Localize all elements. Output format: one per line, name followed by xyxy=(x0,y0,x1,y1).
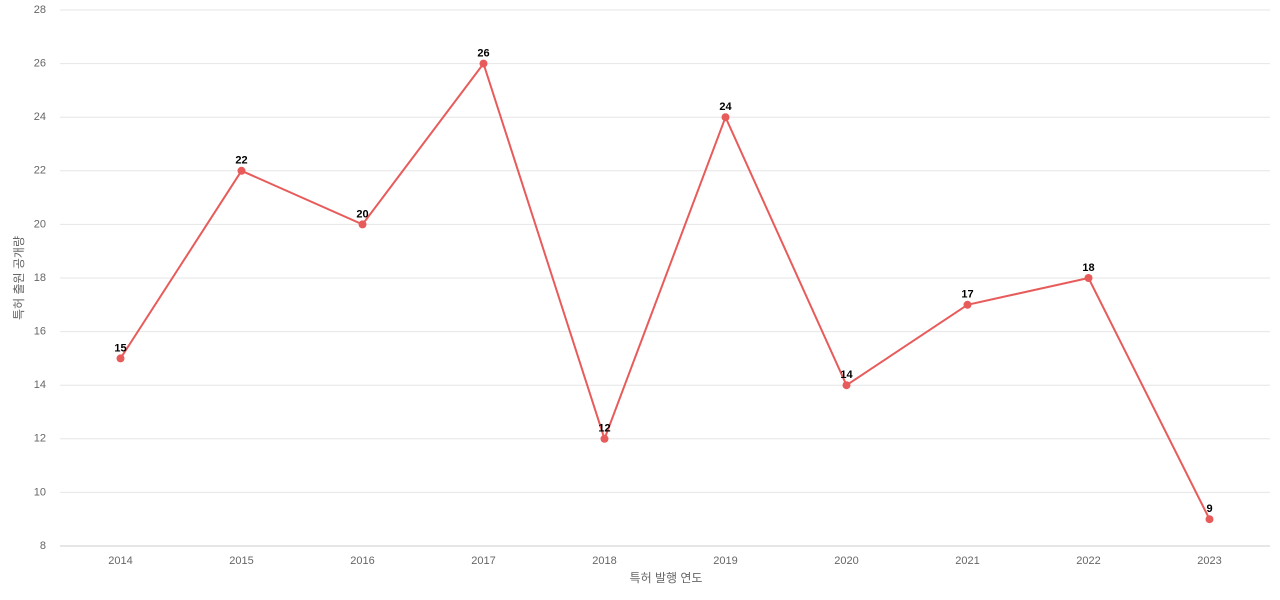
x-tick-label: 2014 xyxy=(108,555,132,567)
y-tick-label: 12 xyxy=(34,433,46,445)
y-tick-label: 28 xyxy=(34,4,46,16)
y-tick-label: 10 xyxy=(34,486,46,498)
data-label: 24 xyxy=(719,101,732,113)
y-tick-label: 14 xyxy=(34,379,46,391)
y-tick-label: 20 xyxy=(34,218,46,230)
x-tick-label: 2016 xyxy=(350,555,374,567)
line xyxy=(119,61,1211,520)
x-tick-label: 2022 xyxy=(1076,555,1100,567)
data-label: 20 xyxy=(356,208,368,220)
x-tick-label: 2019 xyxy=(713,555,737,567)
point xyxy=(479,59,488,68)
data-label: 15 xyxy=(114,342,126,354)
y-tick-label: 16 xyxy=(34,326,46,338)
point xyxy=(721,113,730,122)
y-tick-label: 24 xyxy=(34,111,46,123)
y-tick-label: 8 xyxy=(40,540,46,552)
point xyxy=(600,434,609,443)
data-label: 14 xyxy=(840,369,853,381)
x-tick-label: 2023 xyxy=(1197,555,1221,567)
point xyxy=(116,354,125,363)
data-label: 26 xyxy=(477,48,489,60)
point xyxy=(1205,515,1214,524)
x-tick-label: 2017 xyxy=(471,555,495,567)
x-tick-label: 2015 xyxy=(229,555,253,567)
point xyxy=(842,381,851,390)
data-label: 12 xyxy=(598,423,610,435)
data-label: 9 xyxy=(1206,503,1212,515)
y-axis-label: 특허 출원 공개량 xyxy=(12,236,26,320)
y-tick-label: 26 xyxy=(34,58,46,70)
point xyxy=(358,220,367,229)
y-tick-label: 18 xyxy=(34,272,46,284)
x-tick-label: 2018 xyxy=(592,555,616,567)
y-tick-label: 22 xyxy=(34,165,46,177)
data-label: 17 xyxy=(961,289,973,301)
data-label: 22 xyxy=(235,155,247,167)
point xyxy=(1084,274,1093,282)
point xyxy=(963,300,972,309)
point xyxy=(237,166,246,175)
data-label: 18 xyxy=(1082,262,1094,274)
x-axis-label: 특허 발행 연도 xyxy=(630,570,703,585)
x-tick-label: 2021 xyxy=(955,555,979,567)
x-tick-label: 2020 xyxy=(834,555,858,567)
